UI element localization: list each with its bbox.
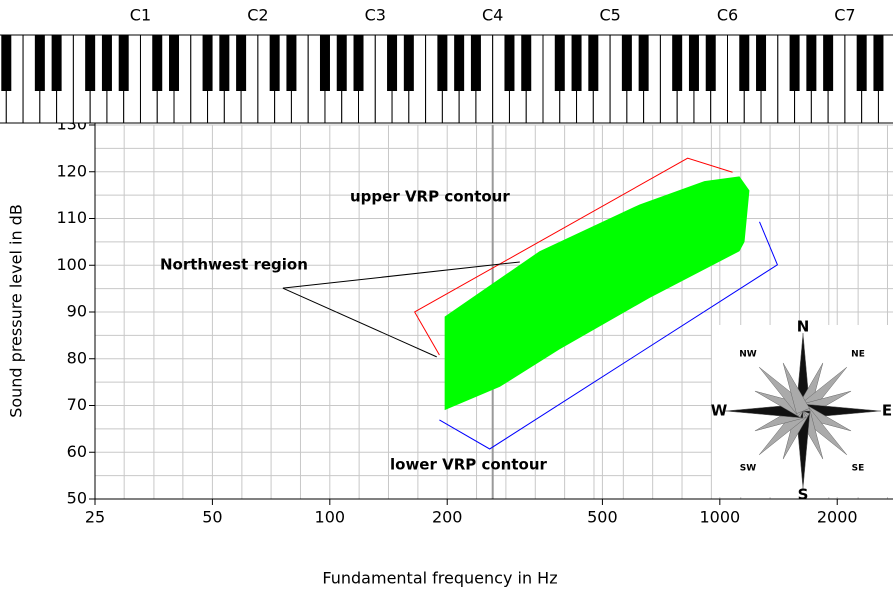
x-tick-label: 50 [202,508,222,527]
black-key [454,35,465,91]
annotation: lower VRP contour [390,456,548,474]
black-key [152,35,163,91]
keyboard-label: C6 [717,6,738,25]
keyboard-label: C7 [834,6,855,25]
y-tick-label: 50 [67,489,87,508]
annotation: Northwest region [160,256,308,274]
keyboard-label: C4 [482,6,503,25]
black-key [672,35,683,91]
compass-label: E [882,402,892,420]
keyboard [0,34,893,124]
black-key [588,35,599,91]
black-key [101,35,112,91]
keyboard-label: C2 [247,6,268,25]
black-key [336,35,347,91]
black-key [353,35,364,91]
black-key [437,35,448,91]
black-key [739,35,750,91]
black-key [470,35,481,91]
x-tick-label: 25 [85,508,105,527]
black-key [571,35,582,91]
black-key [705,35,716,91]
compass: N NE E SE S SW W NW [711,318,893,504]
black-key [756,35,767,91]
compass-label: N [797,318,810,336]
black-key [873,35,884,91]
pointer-line [282,261,520,289]
compass-label: NW [739,350,757,360]
black-key [403,35,414,91]
y-tick-label: 70 [67,395,87,414]
black-key [688,35,699,91]
compass-label: S [798,486,809,504]
x-tick-label: 1000 [699,508,740,527]
black-key [1,35,12,91]
y-tick-label: 90 [67,302,87,321]
keyboard-label: C3 [365,6,386,25]
y-tick-label: 120 [56,161,87,180]
black-key [219,35,230,91]
x-tick-label: 500 [587,508,618,527]
black-key [169,35,180,91]
vrp-contour [439,221,779,450]
compass-point [782,362,810,415]
compass-label: SE [852,464,865,474]
y-tick-label: 110 [56,208,87,227]
compass-label: W [711,402,728,420]
black-key [806,35,817,91]
y-tick-label: 80 [67,348,87,367]
black-key [202,35,213,91]
y-tick-label: 60 [67,442,87,461]
black-key [504,35,515,91]
keyboard-label: C5 [599,6,620,25]
x-tick-label: 200 [432,508,463,527]
black-key [269,35,280,91]
black-key [85,35,96,91]
black-key [51,35,62,91]
pointer-line [282,287,437,358]
y-tick-label: 100 [56,255,87,274]
black-key [236,35,247,91]
annotation: upper VRP contour [350,188,510,206]
black-key [856,35,867,91]
black-key [521,35,532,91]
black-key [387,35,398,91]
black-key [638,35,649,91]
black-key [823,35,834,91]
vrp-area [444,176,750,411]
black-key [554,35,565,91]
black-key [319,35,330,91]
compass-label: NE [851,350,865,360]
x-tick-label: 100 [315,508,346,527]
black-key [789,35,800,91]
black-key [621,35,632,91]
x-axis-label: Fundamental frequency in Hz [322,569,557,588]
x-tick-label: 2000 [817,508,858,527]
vrp-contour [413,157,733,356]
y-axis-label: Sound pressure level in dB [7,204,26,418]
compass-label: SW [740,464,756,474]
black-key [34,35,45,91]
black-key [286,35,297,91]
keyboard-label: C1 [130,6,151,25]
black-key [118,35,129,91]
